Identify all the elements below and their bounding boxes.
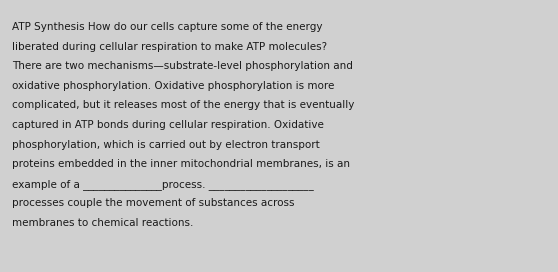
- Text: phosphorylation, which is carried out by electron transport: phosphorylation, which is carried out by…: [12, 140, 320, 150]
- Text: oxidative phosphorylation. Oxidative phosphorylation is more: oxidative phosphorylation. Oxidative pho…: [12, 81, 334, 91]
- Text: proteins embedded in the inner mitochondrial membranes, is an: proteins embedded in the inner mitochond…: [12, 159, 350, 169]
- Text: processes couple the movement of substances across: processes couple the movement of substan…: [12, 198, 295, 208]
- Text: example of a _______________process. ____________________: example of a _______________process. ___…: [12, 179, 314, 190]
- Text: membranes to chemical reactions.: membranes to chemical reactions.: [12, 218, 194, 228]
- Text: There are two mechanisms—substrate-level phosphorylation and: There are two mechanisms—substrate-level…: [12, 61, 353, 71]
- Text: liberated during cellular respiration to make ATP molecules?: liberated during cellular respiration to…: [12, 42, 327, 52]
- Text: captured in ATP bonds during cellular respiration. Oxidative: captured in ATP bonds during cellular re…: [12, 120, 324, 130]
- Text: ATP Synthesis How do our cells capture some of the energy: ATP Synthesis How do our cells capture s…: [12, 22, 323, 32]
- Text: complicated, but it releases most of the energy that is eventually: complicated, but it releases most of the…: [12, 100, 354, 110]
